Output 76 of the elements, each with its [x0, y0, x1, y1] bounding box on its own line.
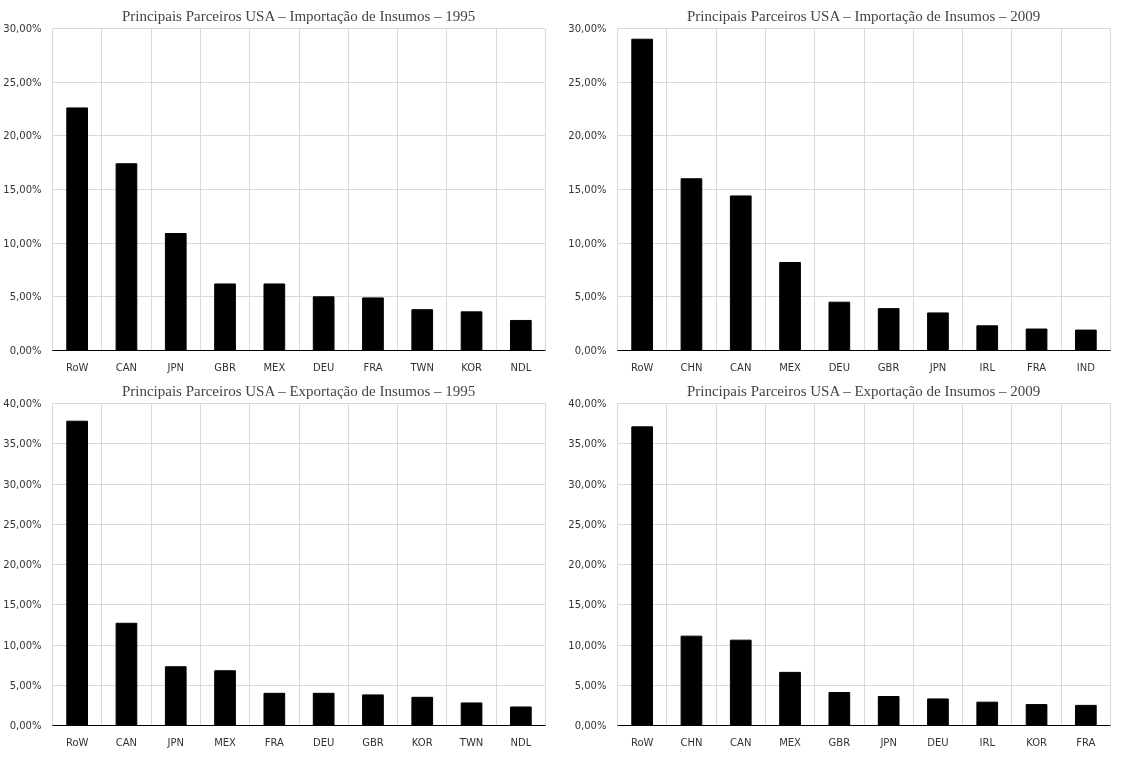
x-tick-label: FRA — [1076, 736, 1096, 748]
x-tick-label: DEU — [927, 736, 949, 748]
x-tick-label: RoW — [630, 361, 654, 373]
y-tick-label: 20,00% — [3, 130, 42, 142]
y-tick-label: 10,00% — [568, 639, 607, 651]
x-tick-label: NDL — [510, 736, 532, 748]
y-tick-label: 0,00% — [9, 345, 42, 356]
x-tick-label: DEU — [312, 361, 335, 373]
x-tick-label: DEU — [828, 361, 851, 373]
y-tick-label: 30,00% — [568, 478, 607, 490]
x-tick-label: DEU — [312, 736, 335, 748]
x-tick-label: NDL — [510, 361, 532, 373]
y-tick-label: 20,00% — [568, 130, 607, 142]
y-tick-label: 40,00% — [568, 398, 607, 409]
y-tick-label: 40,00% — [3, 398, 42, 409]
y-tick-label: 25,00% — [3, 76, 42, 88]
x-tick-label: CAN — [730, 736, 752, 748]
x-tick-label: KOR — [1026, 736, 1048, 748]
y-tick-label: 20,00% — [3, 559, 42, 570]
x-tick-label: KOR — [461, 361, 483, 373]
x-tick-label: MEX — [779, 361, 802, 373]
x-tick-label: CAN — [730, 361, 752, 373]
x-tick-label: GBR — [877, 361, 900, 373]
y-tick-label: 5,00% — [574, 291, 607, 303]
x-tick-label: KOR — [411, 736, 433, 748]
y-tick-label: 15,00% — [568, 184, 607, 195]
y-tick-label: 25,00% — [3, 518, 42, 530]
chart-title: Principais Parceiros USA – Importação de Insumos – 1995 — [121, 7, 476, 24]
chart-title: Principais Parceiros USA – Importação de Insumos – 2009 — [686, 7, 1041, 24]
x-tick-label: GBR — [362, 736, 384, 748]
x-tick-label: IRL — [979, 736, 996, 748]
x-tick-label: CHN — [680, 736, 703, 748]
y-tick-label: 15,00% — [3, 184, 42, 195]
y-tick-label: 10,00% — [3, 237, 42, 249]
y-tick-label: 15,00% — [568, 599, 607, 611]
y-tick-label: 25,00% — [568, 76, 607, 88]
x-tick-label: FRA — [264, 736, 285, 748]
y-tick-label: 5,00% — [9, 679, 42, 691]
x-tick-label: MEX — [779, 736, 802, 748]
y-tick-label: 30,00% — [3, 478, 42, 490]
y-tick-label: 20,00% — [568, 559, 607, 570]
y-tick-label: 30,00% — [568, 23, 607, 34]
x-tick-label: RoW — [65, 736, 89, 748]
y-tick-label: 0,00% — [9, 720, 42, 731]
y-tick-label: 0,00% — [574, 720, 607, 731]
x-tick-label: CHN — [680, 361, 703, 373]
y-tick-label: 5,00% — [574, 679, 607, 691]
x-tick-label: JPN — [166, 736, 184, 748]
x-tick-label: RoW — [65, 361, 89, 373]
x-tick-label: JPN — [166, 361, 184, 373]
y-tick-label: 10,00% — [568, 237, 607, 249]
x-tick-label: IRL — [979, 361, 996, 373]
x-tick-label: MEX — [214, 736, 237, 748]
chart-title: Principais Parceiros USA – Exportação de Insumos – 1995 — [121, 382, 476, 399]
x-tick-label: JPN — [928, 361, 947, 373]
x-tick-label: CAN — [115, 361, 138, 373]
y-tick-label: 30,00% — [3, 23, 42, 34]
x-tick-label: TWN — [409, 361, 434, 373]
y-tick-label: 25,00% — [568, 518, 607, 530]
x-tick-label: GBR — [828, 736, 851, 748]
x-tick-label: FRA — [1026, 361, 1047, 373]
y-tick-label: 0,00% — [574, 345, 607, 356]
x-tick-label: TWN — [458, 736, 484, 748]
x-tick-label: GBR — [214, 361, 236, 373]
chart-title: Principais Parceiros USA – Exportação de Insumos – 2009 — [686, 382, 1041, 399]
x-tick-label: MEX — [263, 361, 286, 373]
y-tick-label: 35,00% — [568, 438, 607, 450]
x-tick-label: CAN — [115, 736, 138, 748]
y-tick-label: 5,00% — [9, 291, 42, 303]
x-tick-label: IND — [1076, 361, 1096, 373]
y-tick-label: 15,00% — [3, 599, 42, 611]
y-tick-label: 10,00% — [3, 639, 42, 651]
x-tick-label: JPN — [879, 736, 897, 748]
x-tick-label: RoW — [630, 736, 654, 748]
x-tick-label: FRA — [363, 361, 383, 373]
y-tick-label: 35,00% — [3, 438, 42, 450]
